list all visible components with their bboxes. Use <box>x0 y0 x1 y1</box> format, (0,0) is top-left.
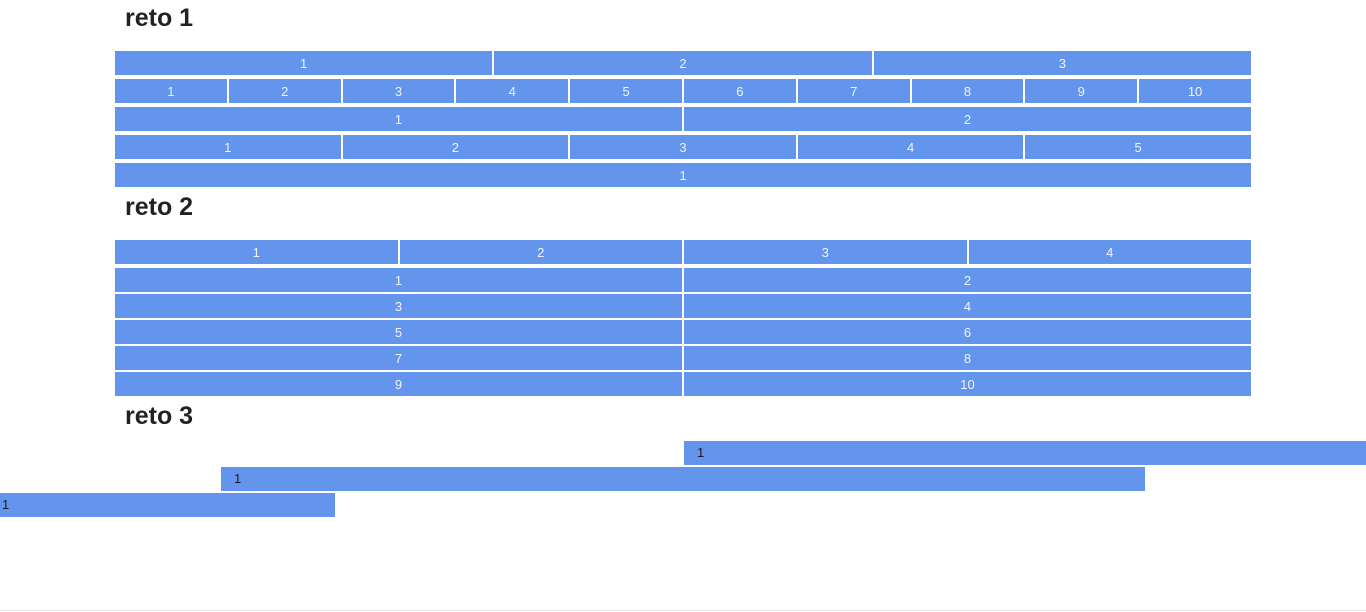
grid-cell: 10 <box>684 372 1251 396</box>
grid-cell: 5 <box>570 79 682 103</box>
grid-cell: 4 <box>456 79 569 103</box>
grid-cell: 3 <box>873 51 1251 75</box>
grid-cell: 4 <box>968 240 1251 264</box>
grid-cell: 1 <box>115 79 227 103</box>
offset-bar: 1 <box>684 441 1366 465</box>
reto-1-row-1-col: 1 <box>115 163 1251 187</box>
grid-cell: 4 <box>684 294 1251 318</box>
grid-cell: 5 <box>1025 135 1251 159</box>
grid-cell: 8 <box>911 79 1024 103</box>
reto-1-heading: reto 1 <box>125 4 194 32</box>
reto-2-row: 7 8 <box>115 346 1251 370</box>
grid-cell: 1 <box>115 135 341 159</box>
grid-cell: 3 <box>342 79 455 103</box>
offset-bar: 1 <box>221 467 1145 491</box>
reto-1-row-3-cols: 1 2 3 <box>115 51 1251 75</box>
grid-cell: 1 <box>115 163 1251 187</box>
grid-cell: 3 <box>570 135 796 159</box>
grid-cell: 2 <box>399 240 682 264</box>
reto-2-row-4-cols: 1 2 3 4 <box>115 240 1251 264</box>
grid-cell: 2 <box>684 268 1251 292</box>
grid-cell: 1 <box>115 51 493 75</box>
grid-cell: 7 <box>797 79 910 103</box>
reto-3-heading: reto 3 <box>125 402 194 430</box>
reto-2-row: 9 10 <box>115 372 1251 396</box>
grid-cell: 7 <box>115 346 682 370</box>
grid-cell: 9 <box>1025 79 1138 103</box>
reto-2-row: 3 4 <box>115 294 1251 318</box>
grid-cell: 3 <box>115 294 682 318</box>
grid-cell: 2 <box>494 51 872 75</box>
grid-cell: 5 <box>115 320 682 344</box>
grid-cell: 9 <box>115 372 682 396</box>
grid-cell: 1 <box>115 268 682 292</box>
reto-1-row-10-cols: 1 2 3 4 5 6 7 8 9 10 <box>115 79 1251 103</box>
grid-cell: 3 <box>684 240 967 264</box>
grid-cell: 1 <box>115 240 398 264</box>
reto-2-heading: reto 2 <box>125 193 194 221</box>
grid-cell: 2 <box>342 135 569 159</box>
offset-bar: 1 <box>0 493 335 517</box>
grid-cell: 8 <box>684 346 1251 370</box>
reto-2-row: 1 2 <box>115 268 1251 292</box>
reto-2-row: 5 6 <box>115 320 1251 344</box>
grid-cell: 2 <box>228 79 341 103</box>
reto-1-row-5-cols: 1 2 3 4 5 <box>115 135 1251 159</box>
grid-cell: 6 <box>684 320 1251 344</box>
reto-1-row-2-cols: 1 2 <box>115 107 1251 131</box>
grid-cell: 1 <box>115 107 682 131</box>
grid-cell: 4 <box>797 135 1024 159</box>
grid-cell: 10 <box>1139 79 1251 103</box>
divider <box>0 610 1366 611</box>
grid-cell: 6 <box>683 79 796 103</box>
grid-cell: 2 <box>684 107 1251 131</box>
